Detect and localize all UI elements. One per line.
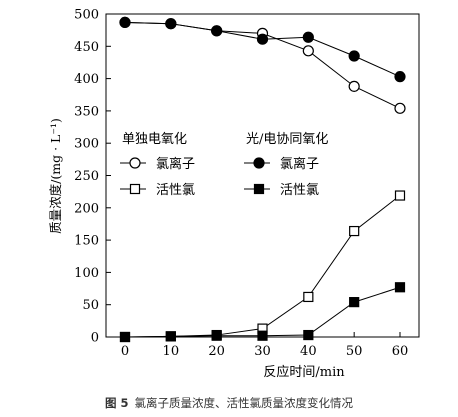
x-tick-label: 0 <box>121 344 129 359</box>
data-point-s1-4 <box>303 291 314 303</box>
y-tick-label: 100 <box>74 266 99 281</box>
line-chart: 0 50 100 150 200 250 300 350 400 450 500 0 10 20 30 40… <box>48 8 420 380</box>
x-tick-label: 60 <box>392 344 409 359</box>
legend-marker <box>129 157 141 169</box>
series-line-1 <box>124 195 401 338</box>
legend-label: 活性氯 <box>156 183 195 198</box>
y-tick-label: 400 <box>74 72 99 87</box>
x-tick-label: 20 <box>208 344 225 359</box>
x-tick-label: 40 <box>300 344 317 359</box>
legend-title: 单独电氧化 <box>122 132 187 147</box>
y-tick-label: 0 <box>91 331 99 346</box>
y-tick-label: 450 <box>74 40 99 55</box>
legend-marker <box>253 183 265 195</box>
plot-frame <box>105 13 420 338</box>
y-axis-ticks: 0 50 100 150 200 250 300 350 400 450 500 <box>74 8 111 346</box>
y-tick-label: 500 <box>74 8 99 23</box>
y-axis-label: 质量浓度/(mg · L⁻¹) <box>48 118 63 234</box>
x-tick-label: 30 <box>254 344 271 359</box>
data-point-s3-5 <box>349 297 360 308</box>
data-point-s2-2 <box>211 25 223 37</box>
legend-label: 氯离子 <box>280 156 319 172</box>
series-lines <box>124 21 401 338</box>
x-tick-label: 50 <box>346 344 363 359</box>
y-tick-label: 200 <box>74 201 99 216</box>
caption-text: 氯离子质量浓度、活性氯质量浓度变化情况 <box>134 396 354 410</box>
data-point-s0-6 <box>394 102 406 114</box>
data-point-s1-5 <box>349 225 360 237</box>
legend-label: 氯离子 <box>156 156 195 172</box>
data-point-s2-5 <box>348 50 360 62</box>
data-point-s2-1 <box>165 18 177 30</box>
series-markers <box>119 16 406 343</box>
data-point-s2-0 <box>119 16 131 28</box>
data-point-s3-6 <box>394 282 406 293</box>
legend-marker <box>253 157 265 169</box>
legend-title: 光/电协同氧化 <box>246 132 328 147</box>
legend-label: 活性氯 <box>280 183 319 198</box>
x-tick-label: 10 <box>163 344 180 359</box>
y-tick-label: 300 <box>74 137 99 152</box>
y-tick-label: 150 <box>74 234 99 249</box>
x-axis-ticks: 0 10 20 30 40 50 60 <box>121 332 408 359</box>
data-point-s2-3 <box>256 33 269 45</box>
data-point-s0-4 <box>302 45 314 57</box>
legend-marker <box>129 183 141 195</box>
y-tick-label: 250 <box>74 169 99 184</box>
x-axis-label: 反应时间/min <box>263 364 345 380</box>
y-tick-label: 50 <box>82 298 99 313</box>
data-point-s2-4 <box>302 31 314 43</box>
data-point-s0-5 <box>348 80 360 92</box>
figure-caption: 图 5 氯离子质量浓度、活性氯质量浓度变化情况 <box>0 395 458 411</box>
figure-label: 图 5 <box>104 396 129 410</box>
data-point-s1-6 <box>394 190 406 201</box>
data-point-s2-6 <box>394 71 406 83</box>
y-tick-label: 350 <box>74 104 99 119</box>
